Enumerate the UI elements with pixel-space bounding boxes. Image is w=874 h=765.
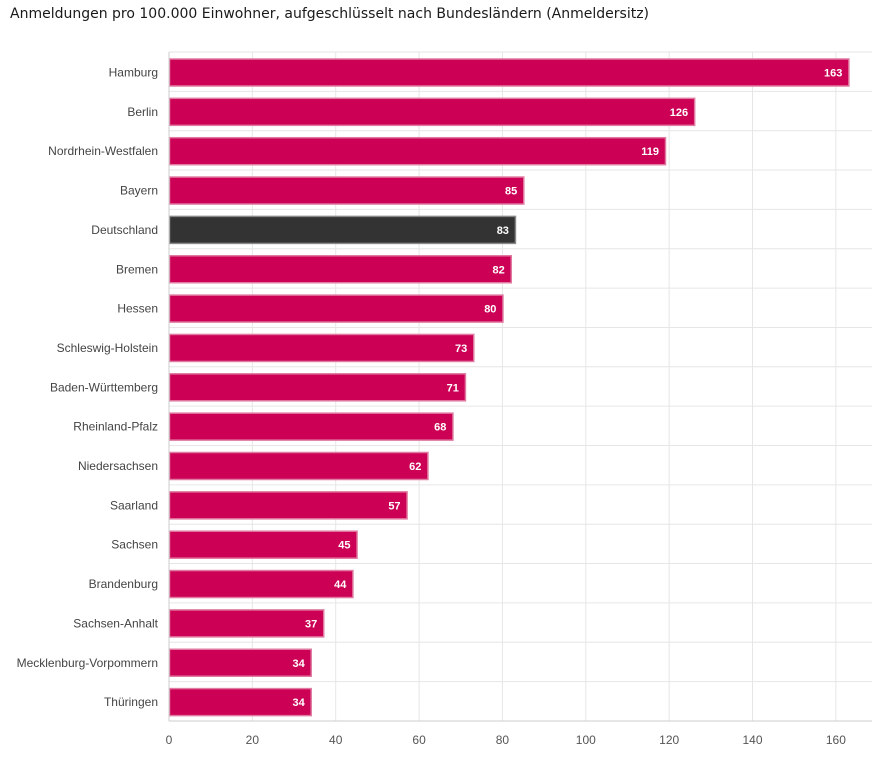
value-labels: 163 126 119 85 83 82 80 73 71 68 62 57 45 44 37 34 34 [292,68,842,710]
bar-3[interactable] [168,176,525,205]
category-label-5: Bremen [116,262,158,276]
category-label-7: Schleswig-Holstein [57,341,158,355]
x-tick-label-3: 60 [412,733,426,747]
bar-9[interactable] [168,412,454,441]
category-label-11: Saarland [110,498,158,512]
bar-1[interactable] [168,97,696,127]
value-label-7: 73 [455,343,467,355]
category-labels: Hamburg Berlin Nordrhein-Westfalen Bayern De… [17,66,159,710]
x-tick-label-1: 20 [246,733,260,747]
bar-6[interactable] [168,294,504,323]
bar-4[interactable] [168,215,517,245]
category-label-6: Hessen [117,302,158,316]
category-label-8: Baden-Württemberg [50,380,158,394]
category-label-15: Mecklenburg-Vorpommern [17,656,158,670]
bar-12[interactable] [168,530,358,559]
category-label-14: Sachsen-Anhalt [73,616,158,630]
x-axis: 0 20 40 60 80 100 120 140 160 [166,52,872,747]
value-label-1: 126 [670,107,688,119]
value-label-5: 82 [493,264,505,276]
value-label-0: 163 [824,68,842,80]
bar-2[interactable] [168,136,667,166]
category-label-2: Nordrhein-Westfalen [48,144,158,158]
value-label-15: 34 [292,658,305,670]
bar-11[interactable] [168,491,408,520]
bar-15[interactable] [168,648,312,677]
x-tick-label-8: 160 [826,733,846,747]
value-label-12: 45 [338,540,350,552]
x-tick-label-6: 120 [659,733,679,747]
bars [168,58,850,717]
x-tick-label-2: 40 [329,733,343,747]
bar-0[interactable] [168,58,850,87]
chart-title: Anmeldungen pro 100.000 Einwohner, aufge… [10,6,650,22]
value-label-10: 62 [409,461,421,473]
value-label-14: 37 [305,618,317,630]
category-label-16: Thüringen [104,695,158,709]
x-tick-label-4: 80 [496,733,510,747]
value-label-4: 83 [497,225,509,237]
category-label-13: Brandenburg [89,577,158,591]
category-label-9: Rheinland-Pfalz [73,420,158,434]
bar-7[interactable] [168,333,475,363]
value-label-6: 80 [484,304,496,316]
value-label-11: 57 [388,500,400,512]
bar-10[interactable] [168,451,429,481]
category-label-10: Niedersachsen [78,459,158,473]
bar-14[interactable] [168,609,325,638]
category-label-12: Sachsen [111,538,158,552]
bar-8[interactable] [168,373,467,402]
value-label-8: 71 [447,382,459,394]
category-label-3: Bayern [120,184,158,198]
bar-13[interactable] [168,569,354,599]
value-label-9: 68 [434,422,446,434]
value-label-2: 119 [641,146,659,158]
bar-16[interactable] [168,687,312,717]
category-label-4: Deutschland [91,223,158,237]
bar-5[interactable] [168,255,513,284]
value-label-16: 34 [292,697,305,709]
category-label-1: Berlin [127,105,158,119]
gridlines [169,51,872,722]
x-tick-label-5: 100 [576,733,596,747]
x-tick-label-7: 140 [743,733,763,747]
x-tick-label-0: 0 [166,733,173,747]
value-label-3: 85 [505,186,517,198]
category-label-0: Hamburg [109,66,158,80]
value-label-13: 44 [334,579,347,591]
